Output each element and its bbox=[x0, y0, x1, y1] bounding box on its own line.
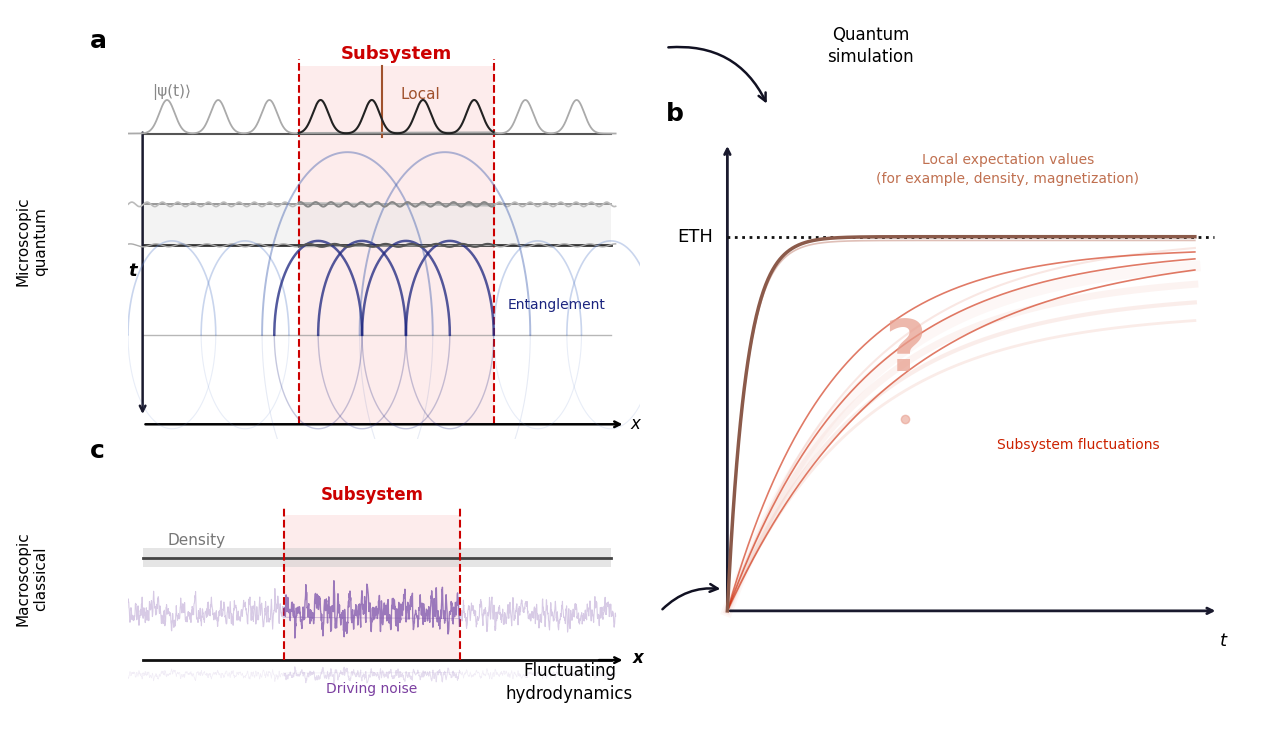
Text: Fluctuating
hydrodynamics: Fluctuating hydrodynamics bbox=[506, 662, 634, 703]
Text: ?: ? bbox=[884, 316, 925, 386]
Text: Quantum
simulation: Quantum simulation bbox=[827, 26, 914, 66]
Text: |ψ(t)⟩: |ψ(t)⟩ bbox=[152, 84, 192, 100]
Text: t: t bbox=[1220, 632, 1226, 649]
Text: ETH: ETH bbox=[677, 228, 713, 246]
Text: Entanglement: Entanglement bbox=[508, 299, 605, 313]
FancyArrowPatch shape bbox=[663, 584, 718, 609]
Text: c: c bbox=[90, 439, 105, 463]
Text: Local expectation values
(for example, density, magnetization): Local expectation values (for example, d… bbox=[877, 153, 1139, 185]
Text: Density: Density bbox=[166, 534, 225, 548]
Bar bbox=[298, 67, 494, 425]
Text: Subsystem: Subsystem bbox=[340, 45, 452, 63]
Text: Microscopic
quantum: Microscopic quantum bbox=[15, 197, 49, 286]
Text: x: x bbox=[632, 649, 644, 668]
Text: x: x bbox=[630, 415, 640, 433]
Text: Macroscopic
classical: Macroscopic classical bbox=[15, 531, 49, 626]
Bar bbox=[284, 515, 460, 660]
Text: Driving noise: Driving noise bbox=[326, 682, 417, 696]
Bar bbox=[142, 204, 611, 245]
Text: b: b bbox=[666, 102, 684, 127]
Text: Subsystem: Subsystem bbox=[320, 485, 424, 504]
Text: Subsystem fluctuations: Subsystem fluctuations bbox=[997, 438, 1160, 452]
Bar bbox=[142, 548, 611, 567]
FancyArrowPatch shape bbox=[668, 47, 765, 101]
Text: a: a bbox=[90, 29, 106, 53]
Text: Local: Local bbox=[401, 87, 440, 102]
Text: t: t bbox=[128, 263, 137, 280]
